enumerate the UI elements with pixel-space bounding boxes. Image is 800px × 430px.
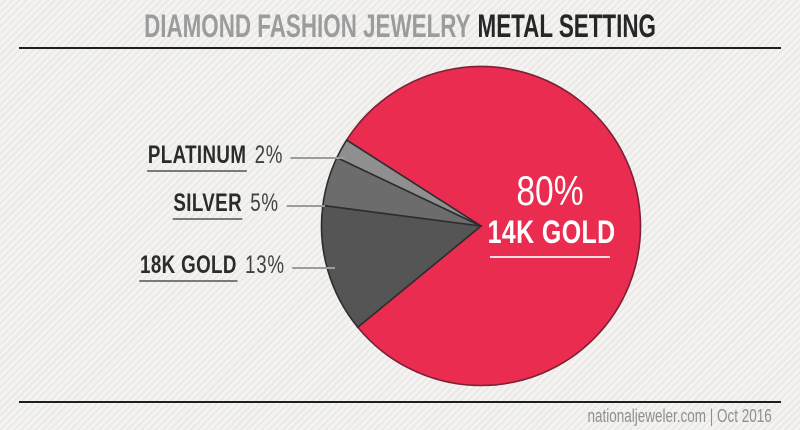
callout-platinum: PLATINUM 2% [146,141,345,172]
callout-platinum-leader-line [290,156,345,159]
callout-platinum-label: PLATINUM [146,143,247,172]
callout-silver-value: 5% [250,189,280,217]
pie-segment-18k-gold [320,204,483,329]
pie-segment-14k-gold [345,65,642,387]
callout-silver-label: SILVER [173,191,244,220]
bottom-divider [19,401,781,403]
source-credit: nationaljeweler.com | Oct 2016 [587,406,772,426]
callout-18k-gold-leader-line [292,266,335,269]
center-label-underline [490,256,610,258]
callout-silver-leader-line [286,204,325,207]
segment-14k-percent: 80% [516,167,584,214]
callout-silver: SILVER 5% [173,191,325,220]
callout-18k-gold-value: 13% [244,251,285,279]
pie-center-label: 80% 14K GOLD [470,167,630,258]
chart-title: DIAMOND FASHION JEWELRY METAL SETTING [120,9,680,43]
top-divider [19,47,781,49]
callout-platinum-value: 2% [254,141,283,169]
pie-chart [320,65,642,387]
segment-14k-label: 14K GOLD [487,214,616,250]
chart-title-emphasis: METAL SETTING [477,8,656,44]
callout-18k-gold-label: 18K GOLD [139,253,238,282]
chart-title-prefix: DIAMOND FASHION JEWELRY [144,8,471,44]
callout-18k-gold: 18K GOLD 13% [139,253,335,282]
